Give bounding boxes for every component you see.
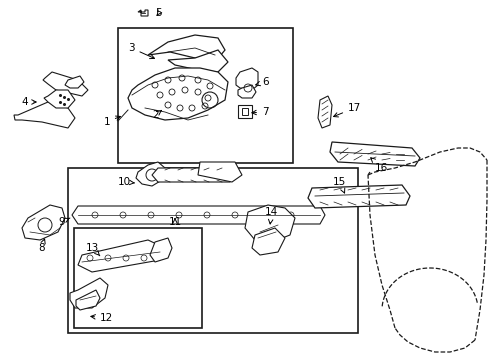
Text: 16: 16: [370, 158, 387, 173]
Text: 5: 5: [155, 8, 162, 18]
Polygon shape: [65, 76, 84, 88]
Text: 9: 9: [58, 217, 70, 227]
Polygon shape: [168, 50, 227, 72]
Polygon shape: [251, 228, 285, 255]
Polygon shape: [238, 105, 251, 118]
Bar: [68, 168, 357, 333]
Text: 3: 3: [128, 43, 154, 59]
Polygon shape: [78, 240, 164, 272]
Polygon shape: [70, 278, 108, 308]
Polygon shape: [244, 205, 294, 242]
Polygon shape: [43, 72, 88, 96]
Text: 10: 10: [118, 177, 134, 187]
Polygon shape: [307, 185, 409, 208]
Polygon shape: [76, 290, 100, 310]
Polygon shape: [236, 68, 258, 90]
Text: 2: 2: [152, 110, 161, 120]
Polygon shape: [128, 68, 227, 120]
Text: 17: 17: [333, 103, 361, 117]
Text: 15: 15: [332, 177, 346, 193]
Bar: [74, 228, 202, 328]
Polygon shape: [148, 35, 224, 62]
Polygon shape: [136, 162, 164, 186]
Polygon shape: [138, 10, 148, 16]
Polygon shape: [44, 90, 75, 108]
Text: 7: 7: [251, 107, 268, 117]
Polygon shape: [22, 205, 65, 240]
Polygon shape: [14, 102, 75, 128]
Text: 6: 6: [255, 77, 268, 87]
Polygon shape: [242, 108, 247, 115]
Text: 8: 8: [38, 239, 45, 253]
Polygon shape: [238, 85, 256, 98]
Bar: [118, 28, 292, 163]
Polygon shape: [317, 96, 331, 128]
Text: 11: 11: [168, 217, 181, 227]
Text: 1: 1: [103, 116, 120, 127]
Text: 12: 12: [91, 313, 113, 323]
Polygon shape: [150, 238, 172, 262]
Polygon shape: [329, 142, 419, 166]
Text: 14: 14: [264, 207, 278, 224]
Text: 4: 4: [21, 97, 36, 107]
Polygon shape: [72, 206, 325, 224]
Polygon shape: [152, 168, 235, 182]
Text: 13: 13: [86, 243, 100, 256]
Polygon shape: [198, 162, 242, 182]
